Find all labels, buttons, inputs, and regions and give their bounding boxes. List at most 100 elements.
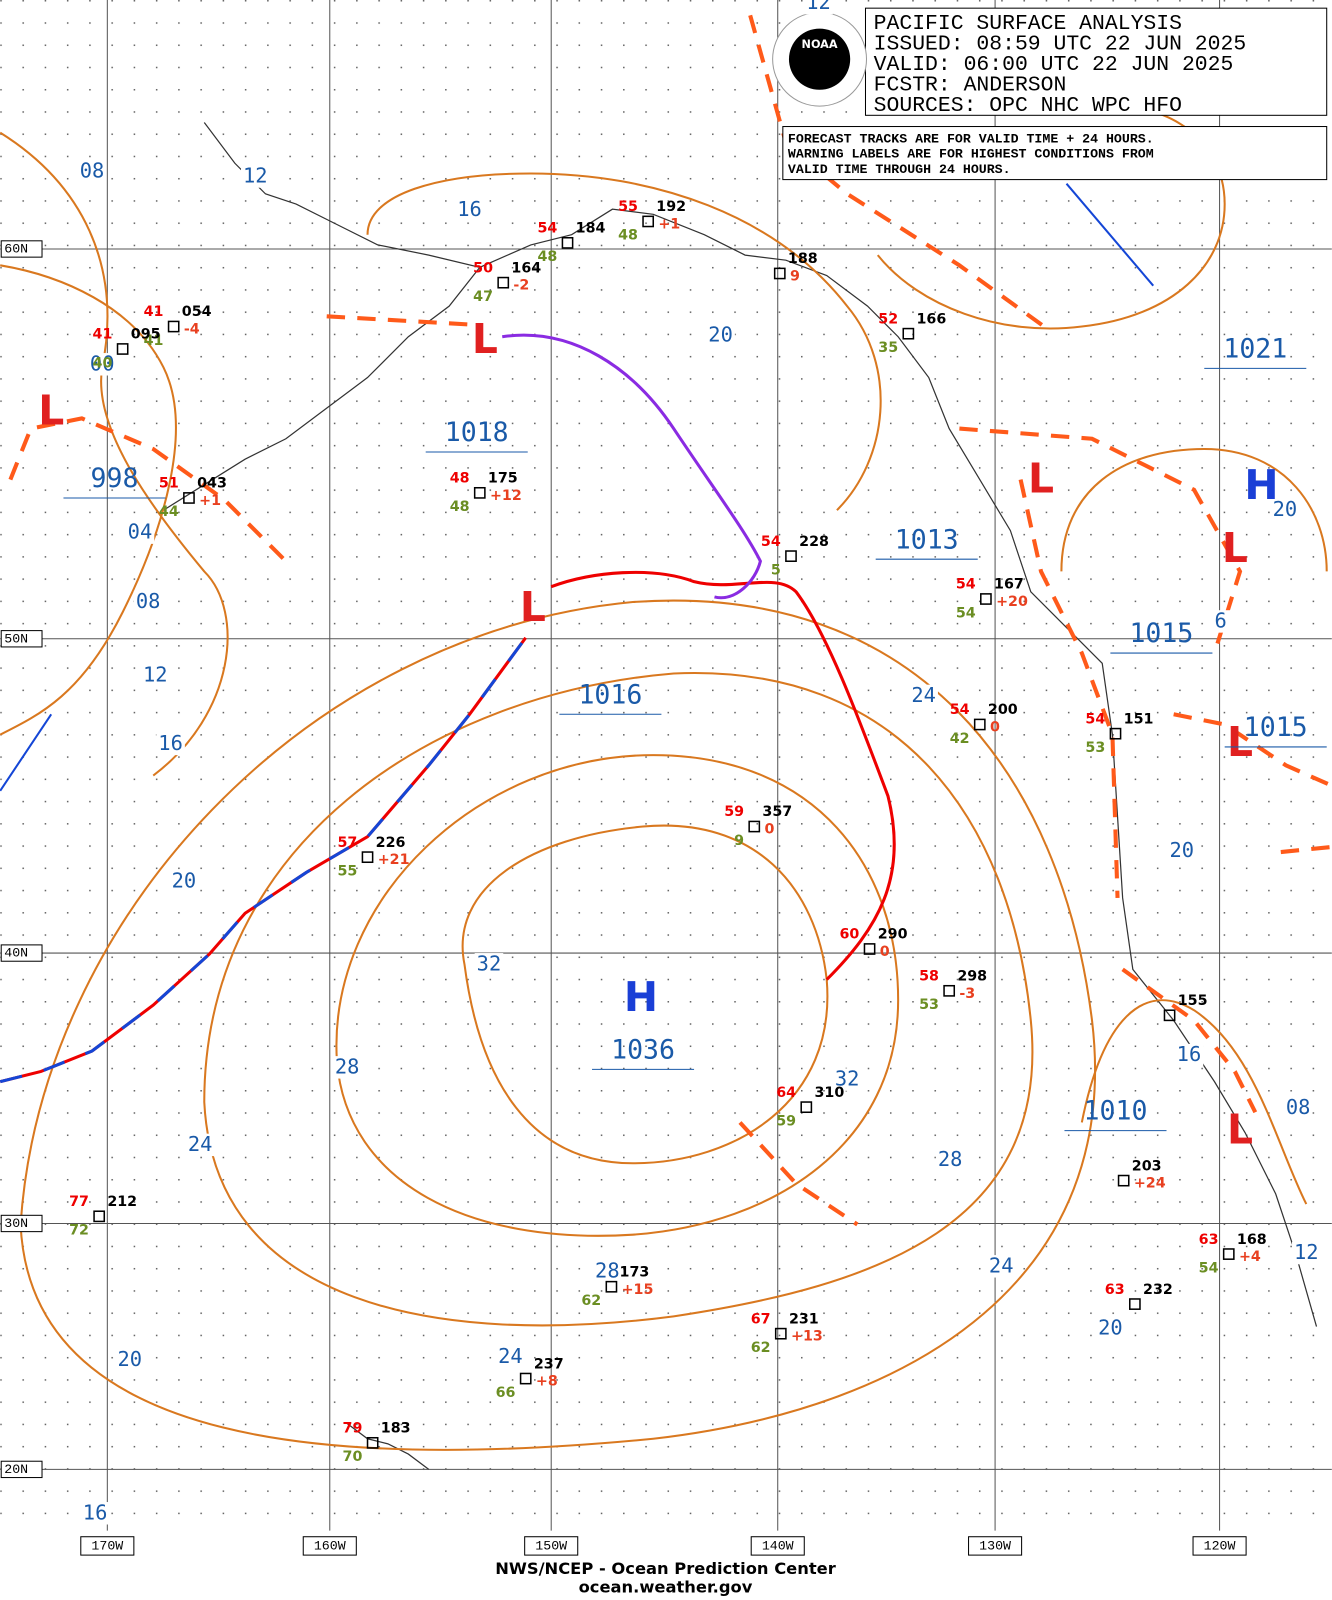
station-dew: 44 — [159, 504, 179, 520]
station-dew: 53 — [919, 997, 939, 1013]
station-pressure: 310 — [814, 1085, 844, 1101]
station-dew: 35 — [878, 340, 898, 356]
station-marker — [902, 327, 915, 340]
isobar-label: 12 — [143, 663, 168, 687]
station-marker — [1222, 1248, 1235, 1260]
center-pressure: 998 — [91, 463, 139, 494]
isobar-label: 00 — [90, 351, 115, 375]
footer-agency: NWS/NCEP - Ocean Prediction Center — [495, 1559, 836, 1578]
station-tendency: 9 — [790, 269, 800, 285]
station-marker — [561, 236, 574, 249]
station-pressure: 184 — [576, 221, 606, 237]
station-temp: 63 — [1199, 1232, 1219, 1248]
isobar-label-bg — [80, 1502, 110, 1525]
center-symbol: L — [472, 315, 498, 363]
station-temp: 60 — [840, 927, 860, 943]
station-temp: 63 — [1105, 1282, 1125, 1298]
station-dew: 59 — [776, 1113, 796, 1129]
station-pressure: 231 — [789, 1311, 819, 1327]
lon-label: 150W — [535, 1538, 567, 1553]
isobar-label: 12 — [1294, 1240, 1319, 1264]
station-tendency: +8 — [536, 1374, 558, 1390]
lat-label-box — [0, 240, 43, 258]
lon-label: 140W — [762, 1538, 794, 1553]
isobar-label: 6 — [1214, 608, 1226, 632]
lon-label: 160W — [314, 1538, 346, 1553]
station-temp: 67 — [751, 1311, 771, 1327]
isobar-label-bg — [1283, 1096, 1313, 1120]
station-dew: 40 — [93, 355, 113, 371]
station-pressure: 168 — [1237, 1232, 1267, 1248]
center-symbol: L — [38, 386, 64, 434]
station-marker — [1117, 1174, 1130, 1187]
station-tendency: +13 — [791, 1329, 823, 1345]
station-marker — [1163, 1009, 1176, 1022]
station-tendency: 0 — [990, 720, 1000, 736]
station-marker — [748, 820, 761, 833]
station-marker — [1109, 727, 1122, 740]
station-marker — [366, 1436, 379, 1449]
station-marker — [93, 1210, 106, 1223]
header-box: NOAA PACIFIC SURFACE ANALYSIS ISSUED: 08… — [772, 7, 1328, 181]
station-marker — [167, 320, 180, 333]
station-temp: 51 — [159, 476, 179, 492]
lon-label-box — [524, 1536, 579, 1556]
isobars — [0, 106, 1328, 1451]
station-marker — [642, 215, 655, 228]
station-tendency: +1 — [199, 493, 221, 509]
isobar-label-bg — [1206, 610, 1235, 633]
station-dew: 62 — [581, 1293, 601, 1309]
station-marker — [519, 1372, 532, 1385]
isobar-label: 16 — [83, 1500, 108, 1524]
lon-label-box — [80, 1536, 135, 1556]
isobar-label-bg — [87, 353, 117, 376]
station-marker — [497, 276, 510, 289]
center-pressure: 1015 — [1129, 618, 1193, 649]
center-symbol: L — [1222, 524, 1248, 572]
lat-label: 20N — [4, 1462, 28, 1477]
station-pressure: 226 — [376, 835, 406, 851]
isobar-label: 20 — [117, 1347, 142, 1371]
isobar-label: 16 — [158, 731, 183, 755]
lat-label-box — [0, 1214, 43, 1233]
station-dew: 62 — [751, 1340, 771, 1356]
isobar-label: 04 — [128, 520, 153, 544]
station-marker — [863, 943, 876, 955]
station-marker — [785, 550, 797, 562]
fronts — [0, 14, 1332, 1227]
center-symbol: L — [520, 583, 546, 631]
logo-disc — [788, 28, 851, 90]
header-valid: VALID: 06:00 UTC 22 JUN 2025 — [874, 53, 1234, 77]
header-title: PACIFIC SURFACE ANALYSIS — [874, 12, 1182, 36]
footer-website: ocean.weather.gov — [579, 1577, 753, 1596]
station-temp: 41 — [93, 327, 113, 343]
lat-label-box — [0, 1460, 43, 1479]
isobar-label-bg — [169, 870, 199, 893]
isobar-label: 08 — [1286, 1095, 1311, 1119]
station-temp: 64 — [776, 1085, 796, 1101]
station-dew: 66 — [496, 1385, 516, 1401]
station-pressure: 237 — [534, 1356, 564, 1372]
isobar-label: 08 — [136, 589, 161, 613]
station-temp: 54 — [950, 702, 970, 718]
isobar-label-bg — [77, 160, 107, 183]
isobar-label-bg — [935, 1148, 965, 1172]
station-temp: 54 — [537, 221, 557, 237]
station-dew: 9 — [734, 833, 744, 849]
station-dew: 72 — [69, 1223, 89, 1239]
isobar-label: 28 — [595, 1258, 620, 1282]
station-pressure: 232 — [1143, 1282, 1173, 1298]
isobar-label: 12 — [243, 164, 268, 188]
station-pressure: 175 — [488, 471, 518, 487]
center-pressure: 1018 — [445, 417, 509, 448]
isobar-label-bg — [832, 1068, 862, 1091]
station-tendency: 0 — [764, 822, 774, 838]
logo-text: NOAA — [802, 38, 838, 51]
coastlines — [163, 122, 1318, 1470]
station-pressure: 192 — [656, 199, 686, 215]
station-marker — [774, 1327, 787, 1340]
isobar-label-bg — [496, 1345, 525, 1369]
station-pressure: 173 — [620, 1264, 650, 1280]
note-line: VALID TIME THROUGH 24 HOURS. — [788, 162, 1011, 177]
